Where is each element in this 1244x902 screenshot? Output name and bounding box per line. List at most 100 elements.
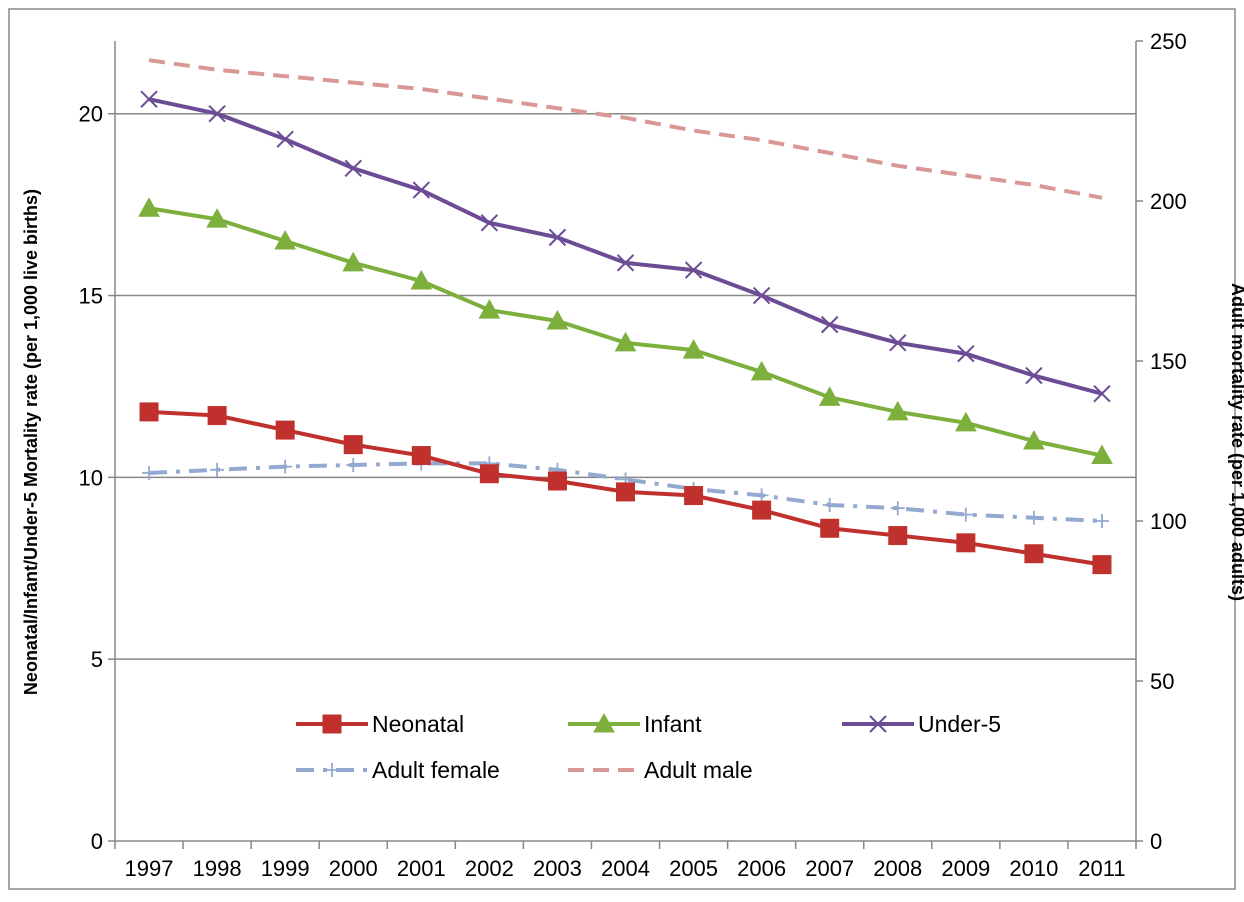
data-point-x [1025, 366, 1043, 385]
y-tick-label-left: 0 [91, 829, 103, 854]
data-point-x [412, 181, 431, 199]
y-tick-label-right: 0 [1150, 829, 1162, 854]
data-point-x [1093, 385, 1111, 403]
series-adult-female [142, 456, 1109, 528]
data-point-square [888, 526, 908, 546]
data-point-square [956, 533, 976, 553]
y-tick-label-right: 250 [1150, 29, 1187, 54]
x-tick-label: 2003 [533, 856, 582, 881]
data-point-x [140, 90, 158, 108]
data-point-x [616, 254, 635, 272]
legend-item: Under-5 [842, 711, 1001, 737]
data-point-triangle [478, 299, 501, 319]
legend-label: Neonatal [372, 711, 464, 737]
data-point-square [752, 500, 772, 520]
y-tick-label-right: 50 [1150, 669, 1174, 694]
legend-label: Infant [644, 711, 702, 737]
y-tick-label-left: 5 [91, 647, 103, 672]
x-tick-label: 2006 [737, 856, 786, 881]
x-tick-label: 2007 [805, 856, 854, 881]
data-point-x [480, 214, 499, 232]
series-lines [138, 58, 1113, 575]
x-tick-label: 2010 [1009, 856, 1058, 881]
data-point-triangle [593, 712, 615, 733]
chart-border [8, 8, 1236, 890]
data-point-x [548, 228, 567, 247]
legend-item: Infant [568, 711, 702, 737]
data-point-square [343, 435, 363, 455]
x-tick-label: 2009 [941, 856, 990, 881]
data-point-square [547, 471, 567, 491]
data-point-x [344, 159, 362, 177]
data-point-plus [822, 498, 837, 512]
data-point-x [684, 261, 703, 279]
data-point-square [684, 486, 704, 506]
x-tick-label: 2008 [873, 856, 922, 881]
data-point-plus [1026, 510, 1041, 525]
x-tick-label: 2005 [669, 856, 718, 881]
data-point-triangle [1091, 444, 1113, 465]
data-point-x [208, 105, 226, 123]
data-point-plus [210, 462, 225, 477]
x-tick-label: 2002 [465, 856, 514, 881]
y-tick-label-left: 20 [79, 102, 103, 127]
data-point-triangle [206, 208, 228, 228]
data-point-x [752, 286, 771, 305]
x-tick-label: 1998 [193, 856, 242, 881]
x-tick-label: 2001 [397, 856, 446, 881]
data-point-x [276, 130, 294, 148]
data-point-triangle [138, 197, 160, 217]
data-point-plus [346, 458, 361, 472]
data-point-triangle [682, 339, 705, 359]
data-point-triangle [274, 229, 297, 250]
data-point-triangle [954, 411, 977, 432]
data-point-plus [958, 507, 973, 522]
data-point-square [411, 446, 431, 466]
x-tick-label: 1999 [261, 856, 310, 881]
legend-item: Adult male [568, 757, 753, 783]
y-tick-label-left: 10 [79, 465, 103, 490]
data-point-plus [142, 466, 157, 480]
data-point-square [275, 420, 295, 440]
y-axis-title-left: Neonatal/Infant/Under-5 Mortality rate (… [21, 189, 41, 695]
data-point-plus [890, 501, 905, 516]
legend-label: Adult male [644, 757, 753, 783]
series-neonatal [139, 402, 1112, 575]
data-point-x [957, 345, 975, 363]
legend-label: Adult female [372, 757, 500, 783]
data-point-plus [1094, 514, 1109, 528]
data-point-x [869, 715, 887, 733]
x-tick-label: 2011 [1078, 856, 1125, 881]
data-point-triangle [818, 386, 841, 406]
data-point-square [207, 406, 227, 426]
data-point-x [889, 334, 907, 352]
y-tick-label-right: 100 [1150, 509, 1187, 534]
data-point-triangle [750, 360, 773, 381]
data-point-square [1092, 555, 1112, 575]
data-point-triangle [1023, 429, 1045, 450]
legend-label: Under-5 [918, 711, 1001, 737]
data-point-x [820, 315, 839, 334]
data-point-triangle [546, 309, 569, 330]
data-point-triangle [410, 269, 433, 290]
data-point-plus [754, 488, 769, 503]
x-tick-label: 2004 [601, 856, 650, 881]
data-point-square [322, 714, 342, 734]
legend-item: Neonatal [296, 711, 464, 737]
series-line [148, 58, 1103, 200]
gridlines [115, 112, 1136, 660]
y-tick-label-right: 200 [1150, 189, 1187, 214]
series-infant [138, 197, 1113, 465]
data-point-triangle [886, 400, 909, 421]
y-axis-title-right: Adult mortality rate (per 1,000 adults) [1228, 283, 1244, 601]
x-tick-label: 2000 [329, 856, 378, 881]
data-point-triangle [614, 331, 637, 352]
data-point-square [820, 518, 840, 538]
data-point-triangle [342, 251, 365, 272]
legend-item: Adult female [296, 757, 500, 783]
data-point-plus [325, 763, 339, 777]
y-tick-label-right: 150 [1150, 349, 1187, 374]
